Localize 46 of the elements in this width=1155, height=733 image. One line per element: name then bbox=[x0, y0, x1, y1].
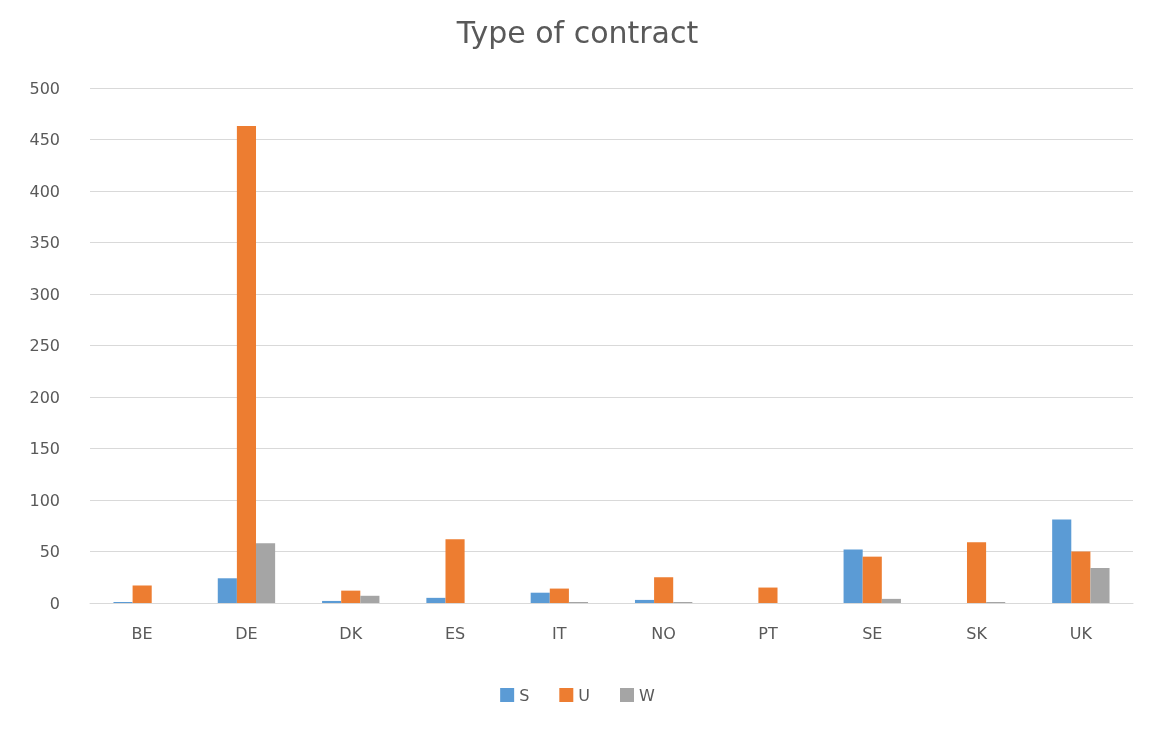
bar bbox=[634, 599, 655, 603]
y-tick-label: 300 bbox=[29, 284, 60, 304]
bar bbox=[132, 585, 152, 603]
y-tick-label: 450 bbox=[29, 130, 60, 149]
y-tick-label: 50 bbox=[39, 542, 60, 561]
bar bbox=[217, 578, 237, 603]
x-tick-label: DK bbox=[339, 623, 363, 643]
x-tick-label: ES bbox=[444, 623, 466, 643]
x-tick-label: UK bbox=[1069, 623, 1093, 643]
bar bbox=[1052, 519, 1072, 603]
x-tick-label: DE bbox=[235, 623, 258, 643]
bar bbox=[1090, 567, 1110, 603]
bar bbox=[758, 587, 778, 603]
y-tick-label: 500 bbox=[29, 78, 60, 98]
bar bbox=[256, 543, 276, 603]
legend-label: S bbox=[519, 685, 530, 705]
bar bbox=[549, 588, 569, 603]
y-tick-label: 350 bbox=[29, 233, 60, 252]
y-tick-label: 250 bbox=[29, 336, 60, 355]
x-tick-label: BE bbox=[131, 623, 153, 643]
x-tick-label: PT bbox=[758, 623, 778, 643]
bar bbox=[881, 598, 901, 603]
y-tick-label: 200 bbox=[29, 387, 60, 407]
bar bbox=[426, 597, 446, 603]
bar bbox=[341, 590, 361, 603]
bar bbox=[843, 549, 863, 603]
y-tick-label: 150 bbox=[29, 439, 60, 458]
bar bbox=[966, 542, 987, 603]
y-tick-label: 0 bbox=[49, 593, 60, 613]
bar bbox=[862, 556, 882, 603]
legend-label: W bbox=[639, 685, 656, 705]
bar bbox=[1071, 551, 1091, 603]
bar bbox=[322, 600, 342, 603]
bar bbox=[445, 539, 465, 603]
y-tick-label: 400 bbox=[29, 181, 60, 201]
bar bbox=[654, 577, 674, 603]
bar bbox=[236, 126, 257, 603]
chart-title: Type of contract bbox=[455, 14, 699, 50]
x-tick-label: IT bbox=[552, 623, 567, 643]
x-tick-label: SK bbox=[966, 623, 988, 643]
bar bbox=[360, 595, 380, 603]
y-tick-label: 100 bbox=[29, 490, 60, 510]
x-tick-label: NO bbox=[651, 623, 676, 643]
legend-label: U bbox=[578, 685, 591, 705]
x-tick-label: SE bbox=[862, 623, 883, 643]
bar bbox=[530, 592, 550, 603]
